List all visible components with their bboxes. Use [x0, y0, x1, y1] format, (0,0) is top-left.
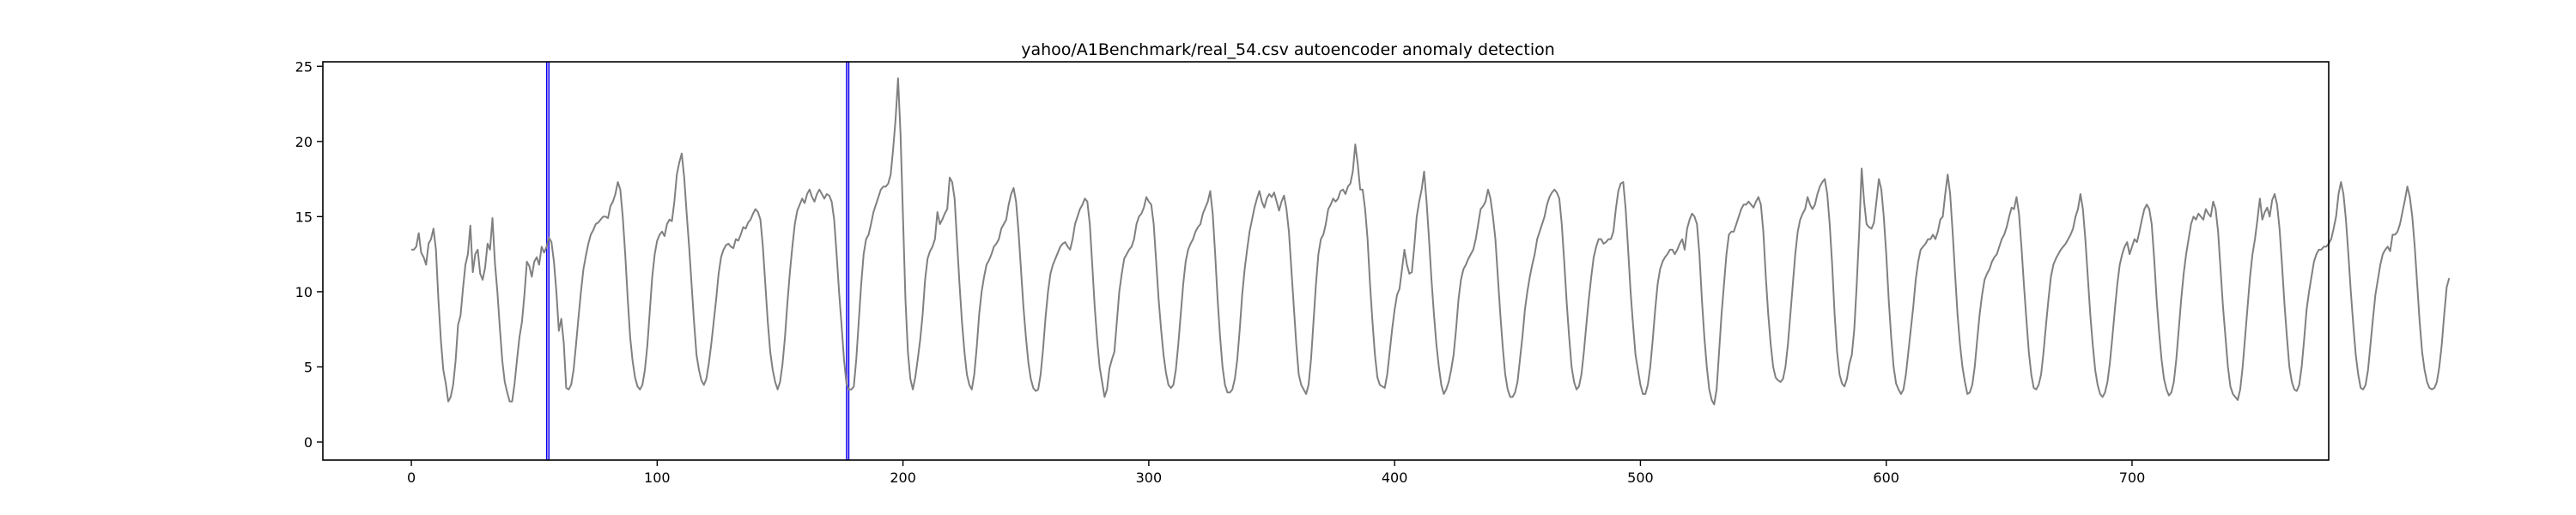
x-tick-label: 300: [1136, 470, 1163, 486]
y-tick-label: 15: [295, 209, 313, 225]
x-tick-label: 700: [2119, 470, 2146, 486]
x-tick-label: 100: [644, 470, 671, 486]
x-tick-label: 600: [1873, 470, 1899, 486]
y-tick-label: 25: [295, 58, 313, 75]
anomaly-region-1: [545, 61, 550, 461]
y-tick-label: 20: [295, 134, 313, 150]
axes-frame: [322, 61, 2330, 461]
anomaly-region-2: [846, 61, 850, 461]
y-tick-label: 0: [304, 434, 313, 451]
x-tick-label: 400: [1382, 470, 1408, 486]
y-tick-label: 5: [304, 359, 313, 375]
chart-title: yahoo/A1Benchmark/real_54.csv autoencode…: [1021, 40, 1555, 59]
series-line-1: [411, 77, 2451, 406]
x-tick-label: 500: [1627, 470, 1654, 486]
x-tick-label: 0: [407, 470, 416, 486]
x-tick-label: 200: [890, 470, 916, 486]
y-tick-label: 10: [295, 284, 313, 300]
series-layer: [411, 77, 2451, 406]
axes-layer: 0 100 200 300 400 500 600 700 0 5 10 15 20 25: [295, 58, 2330, 486]
